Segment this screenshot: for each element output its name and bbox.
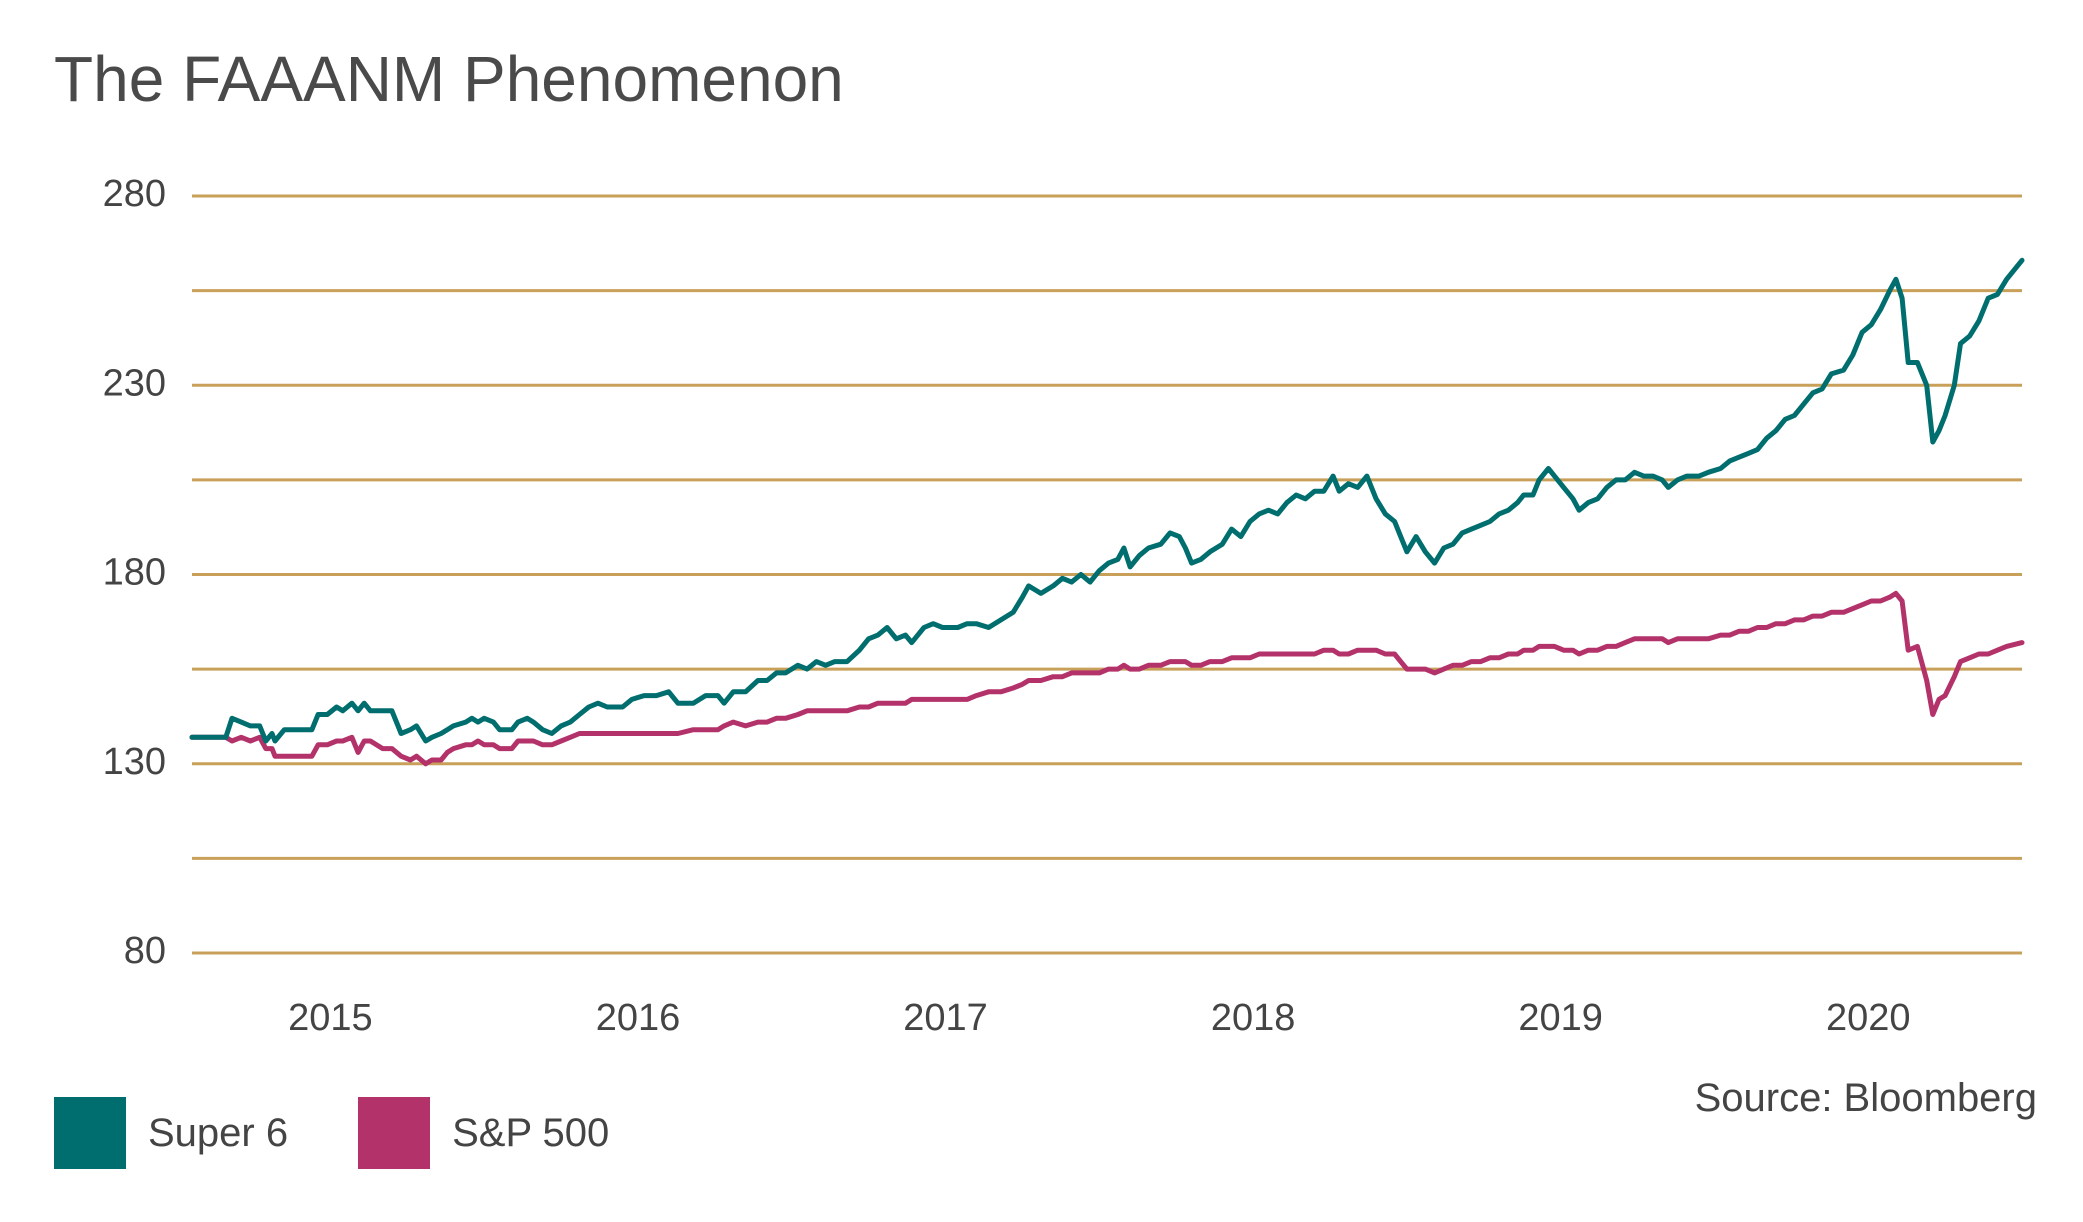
series-layer xyxy=(189,257,2025,767)
legend-item-super-6: Super 6 xyxy=(54,1097,288,1169)
x-axis-ticks: 2015 2016 2017 2018 2019 2020 xyxy=(288,997,1910,1039)
x-tick-label: 2017 xyxy=(903,997,988,1039)
x-tick-label: 2020 xyxy=(1826,997,1911,1039)
chart-title: The FAAANM Phenomenon xyxy=(54,43,844,115)
series-line-super-6 xyxy=(189,257,2025,744)
grid-lines xyxy=(192,194,2022,955)
x-tick-label: 2019 xyxy=(1518,997,1603,1039)
y-axis-ticks: 80 130 180 230 280 xyxy=(103,173,166,972)
x-tick-label: 2016 xyxy=(596,997,681,1039)
source-note: Source: Bloomberg xyxy=(1694,1076,2037,1120)
y-tick-label: 130 xyxy=(103,741,166,783)
legend-label-super-6: Super 6 xyxy=(148,1110,289,1155)
y-tick-label: 280 xyxy=(103,173,166,215)
legend-label-sp-500: S&P 500 xyxy=(452,1110,610,1155)
legend-swatch-sp-500 xyxy=(358,1097,431,1169)
y-tick-label: 180 xyxy=(103,552,166,594)
series-line-s-p-500 xyxy=(189,590,2025,767)
x-tick-label: 2018 xyxy=(1211,997,1296,1039)
legend: Super 6 S&P 500 xyxy=(54,1097,679,1169)
legend-item-sp-500: S&P 500 xyxy=(358,1097,609,1169)
y-tick-label: 230 xyxy=(103,362,166,404)
x-tick-label: 2015 xyxy=(288,997,373,1039)
legend-swatch-super-6 xyxy=(54,1097,126,1169)
y-tick-label: 80 xyxy=(124,930,166,972)
